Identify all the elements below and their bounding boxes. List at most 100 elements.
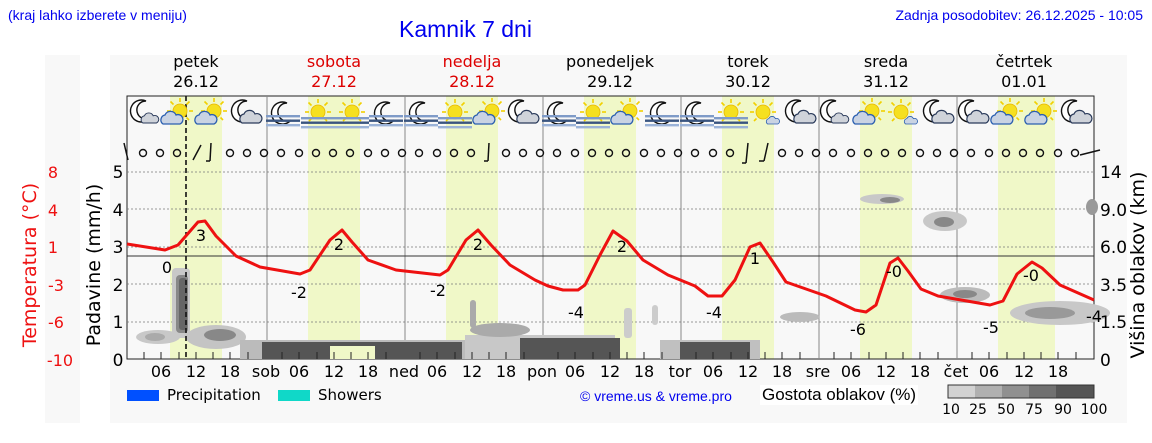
svg-text:0: 0 (1100, 351, 1111, 371)
svg-text:6.0: 6.0 (1100, 238, 1127, 258)
legend-showers: Showers (278, 386, 382, 404)
svg-text:18: 18 (496, 362, 516, 381)
svg-text:18: 18 (220, 362, 240, 381)
svg-text:4: 4 (48, 201, 58, 220)
night-partly-cloudy-icon (784, 99, 817, 124)
page-title: Kamnik 7 dni (399, 16, 532, 42)
night-fog-icon (404, 101, 438, 127)
svg-text:-4: -4 (568, 303, 584, 322)
svg-text:0: 0 (113, 351, 124, 371)
svg-text:12: 12 (324, 362, 344, 381)
svg-text:-2: -2 (291, 283, 307, 302)
svg-text:18: 18 (1048, 362, 1068, 381)
svg-text:06: 06 (703, 362, 723, 381)
calm-circles (138, 148, 1080, 158)
svg-text:1: 1 (48, 238, 58, 257)
temperature-line (126, 219, 1095, 314)
precipitation-axis-label: Padavine (mm/h) (83, 184, 105, 347)
svg-text:3: 3 (196, 226, 206, 245)
svg-text:12: 12 (186, 362, 206, 381)
svg-text:tor: tor (669, 362, 692, 381)
svg-text:06: 06 (979, 362, 999, 381)
svg-text:06: 06 (151, 362, 171, 381)
cloud-height-axis-label: Višina oblakov (km) (1127, 172, 1149, 359)
svg-text:0: 0 (162, 258, 172, 277)
svg-text:06: 06 (841, 362, 861, 381)
svg-text:-0: -0 (886, 262, 902, 281)
svg-text:2: 2 (113, 276, 124, 296)
svg-text:-5: -5 (983, 318, 999, 337)
svg-text:ned: ned (389, 362, 419, 381)
temperature-axis-label: Temperatura (°C) (19, 183, 41, 348)
left-axis-panel (45, 55, 80, 423)
svg-text:3.5: 3.5 (1100, 276, 1127, 296)
svg-text:pon: pon (527, 362, 557, 381)
night-fog-icon (369, 101, 403, 127)
svg-text:3: 3 (113, 238, 124, 258)
day-header-5: sreda 31.12 (863, 52, 909, 91)
x-ticks (143, 352, 1077, 359)
night-partly-cloudy-icon (922, 99, 955, 124)
svg-text:-0: -0 (1023, 266, 1039, 285)
svg-text:sob: sob (252, 362, 280, 381)
svg-text:18: 18 (358, 362, 378, 381)
svg-text:-6: -6 (850, 320, 866, 339)
svg-text:1.5: 1.5 (1100, 313, 1127, 333)
svg-text:2: 2 (334, 235, 344, 254)
svg-text:-2: -2 (430, 281, 446, 300)
svg-text:50: 50 (997, 402, 1015, 418)
svg-text:25: 25 (969, 402, 987, 418)
svg-text:100: 100 (1081, 402, 1108, 418)
svg-text:čet: čet (944, 362, 969, 381)
svg-text:18: 18 (634, 362, 654, 381)
credit-link[interactable]: © vreme.us & vreme.pro (580, 388, 732, 404)
daylight-bands (170, 96, 1055, 359)
day-header-1: sobota 27.12 (306, 52, 362, 91)
svg-text:sre: sre (806, 362, 830, 381)
day-header-6: četrtek 01.01 (995, 52, 1053, 91)
night-partly-cloudy-icon (230, 99, 263, 124)
cloud-density-legend: 10 25 50 75 90 100 (942, 384, 1108, 418)
location-hint[interactable]: (kraj lahko izberete v meniju) (8, 7, 187, 23)
cloud-height-axis: 14 9.0 6.0 3.5 1.5 0 (1100, 163, 1127, 371)
svg-text:12: 12 (1014, 362, 1034, 381)
svg-text:18: 18 (772, 362, 792, 381)
precipitation-axis: 5 4 3 2 1 0 (113, 163, 124, 371)
temperature-axis: 8 4 1 -3 -6 -10 (47, 163, 73, 370)
night-fog-icon (542, 101, 576, 127)
gridlines (127, 171, 1094, 323)
svg-text:5: 5 (113, 163, 124, 183)
legend-precipitation: Precipitation (127, 386, 261, 404)
night-partly-cloudy-icon (129, 99, 160, 124)
svg-text:12: 12 (462, 362, 482, 381)
day-header-3: ponedeljek 29.12 (566, 52, 654, 91)
cloud-density-label: Gostota oblakov (%) (760, 385, 919, 405)
svg-text:-3: -3 (48, 276, 64, 295)
svg-text:12: 12 (876, 362, 896, 381)
svg-text:75: 75 (1025, 402, 1043, 418)
svg-text:2: 2 (473, 235, 483, 254)
night-partly-cloudy-icon (957, 99, 990, 124)
x-axis-labels: 06 12 18 sob 06 12 18 ned 06 12 18 pon 0… (151, 362, 1068, 381)
night-fog-icon (645, 101, 679, 127)
night-partly-cloudy-icon (507, 99, 540, 124)
svg-text:10: 10 (942, 402, 960, 418)
showers-swatch (278, 390, 310, 401)
svg-text:06: 06 (565, 362, 585, 381)
svg-text:8: 8 (48, 163, 58, 182)
night-fog-icon (680, 101, 714, 127)
temperature-labels: 0 3 -2 2 -2 2 -4 2 -4 1 -6 -0 -5 -0 -4 (162, 226, 1102, 339)
svg-text:12: 12 (600, 362, 620, 381)
day-header-0: petek 26.12 (173, 52, 219, 91)
last-updated: Zadnja posodobitev: 26.12.2025 - 10:05 (895, 7, 1143, 23)
night-partly-cloudy-icon (819, 99, 850, 124)
svg-text:-6: -6 (48, 313, 64, 332)
day-header-4: torek 30.12 (725, 52, 771, 91)
svg-text:12: 12 (738, 362, 758, 381)
night-fog-icon (266, 101, 300, 127)
svg-text:2: 2 (617, 237, 627, 256)
svg-text:1: 1 (113, 313, 124, 333)
svg-text:9.0: 9.0 (1100, 201, 1127, 221)
svg-text:-10: -10 (47, 351, 73, 370)
